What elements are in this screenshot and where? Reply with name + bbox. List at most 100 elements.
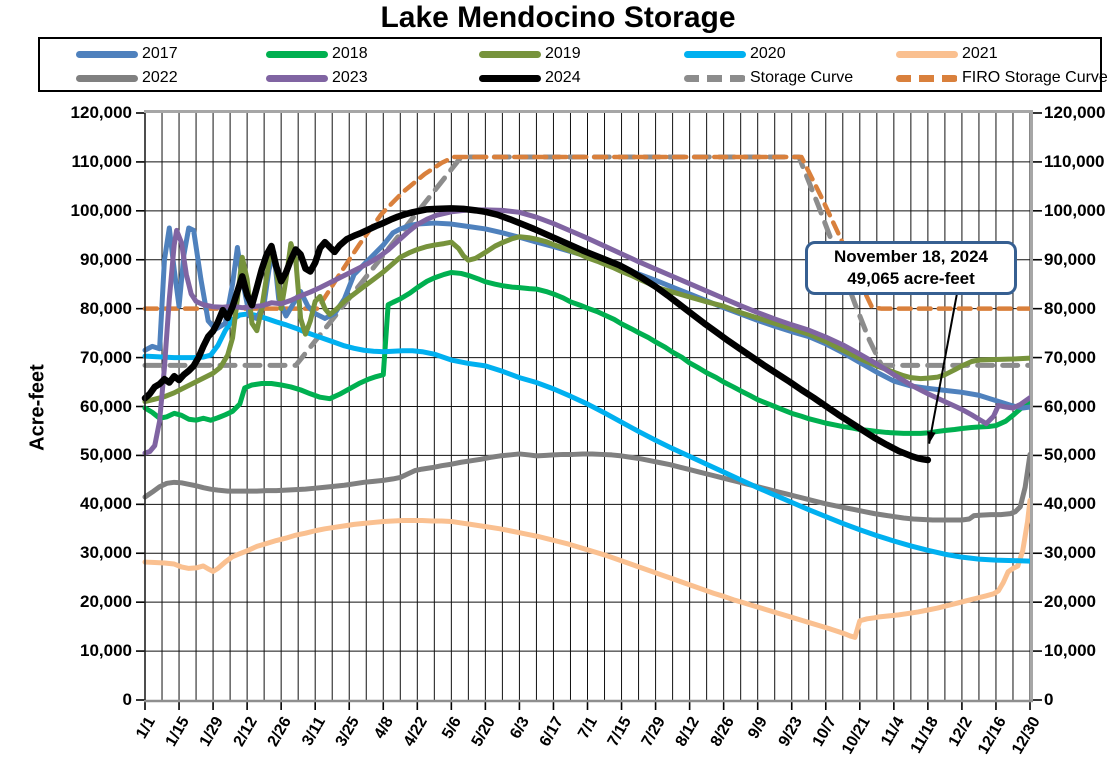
- y-tick-label: 30,000: [1044, 543, 1096, 563]
- legend-swatch-icon: [684, 74, 746, 82]
- annotation-date: November 18, 2024: [833, 247, 989, 266]
- y-tick-label: 60,000: [1044, 396, 1096, 416]
- y-tick-label: 20,000: [80, 592, 132, 612]
- axis-ticks: [136, 112, 1042, 710]
- x-tick-label: 7/1: [575, 714, 602, 742]
- series-line-2018: [142, 269, 1033, 436]
- legend-swatch-icon: [684, 50, 746, 58]
- legend-swatch-icon: [76, 50, 138, 58]
- x-tick-label: 12/2: [945, 714, 976, 750]
- legend-swatch-icon: [266, 74, 328, 82]
- annotation-arrowhead: [926, 431, 936, 444]
- legend-swatch-icon: [76, 74, 138, 82]
- legend-swatch-icon: [896, 50, 958, 58]
- chart-svg: [136, 110, 1042, 710]
- x-tick-label: 9/9: [745, 714, 772, 742]
- x-tick-label: 7/15: [604, 714, 636, 750]
- y-tick-label: 110,000: [1044, 151, 1105, 171]
- x-tick-label: 6/3: [507, 714, 534, 742]
- y-tick-label: 80,000: [1044, 298, 1096, 318]
- y-tick-label: 70,000: [1044, 347, 1096, 367]
- y-tick-label: 10,000: [1044, 641, 1096, 661]
- x-tick-label: 1/1: [132, 714, 159, 742]
- x-tick-label: 7/29: [639, 714, 670, 750]
- legend-label: 2017: [142, 45, 178, 62]
- legend-label: 2020: [750, 45, 786, 62]
- y-axis-left-labels: 0 10,000 20,000 30,000 40,000 50,000 60,000 70,…: [0, 103, 132, 709]
- legend-box: 2017 2018 2019 2020 2021 2022 2023 2024 Storage …: [38, 37, 1108, 92]
- annotation-callout: November 18, 2024 49,065 acre-feet: [805, 241, 1017, 296]
- legend-label: 2021: [962, 45, 998, 62]
- legend-item-2023: 2023: [266, 69, 479, 87]
- x-tick-label: 5/6: [439, 714, 466, 742]
- x-tick-label: 12/16: [974, 714, 1010, 758]
- y-tick-label: 120,000: [70, 103, 132, 122]
- legend-label: 2018: [332, 45, 368, 62]
- series-line-storage-curve: [142, 154, 1033, 368]
- x-tick-label: 12/30: [1008, 714, 1044, 758]
- y-tick-label: 100,000: [70, 200, 132, 220]
- legend-item-2018: 2018: [266, 45, 479, 63]
- y-tick-label: 100,000: [1044, 200, 1106, 220]
- y-tick-label: 10,000: [80, 641, 132, 661]
- x-tick-label: 11/18: [907, 714, 942, 757]
- x-tick-label: 10/7: [809, 714, 840, 750]
- y-tick-label: 50,000: [1044, 445, 1096, 465]
- y-tick-label: 110,000: [71, 151, 132, 171]
- x-tick-label: 8/26: [707, 714, 738, 750]
- annotation-arrow-line: [928, 292, 959, 444]
- y-tick-label: 0: [1044, 690, 1054, 709]
- y-tick-label: 40,000: [1044, 494, 1096, 514]
- y-tick-label: 70,000: [80, 347, 132, 367]
- x-tick-label: 8/12: [673, 714, 704, 750]
- legend-grid: 2017 2018 2019 2020 2021 2022 2023 2024 Storage …: [40, 39, 1108, 90]
- legend-label: 2024: [545, 69, 581, 86]
- x-tick-label: 5/20: [468, 714, 500, 750]
- series-line-firo-storage-curve: [142, 154, 1033, 311]
- series-line-2021: [142, 497, 1033, 640]
- series-line-2020: [142, 311, 1033, 564]
- series-line-2019: [142, 234, 1033, 405]
- legend-label: 2023: [332, 69, 368, 86]
- x-tick-label: 10/21: [838, 714, 874, 758]
- legend-item-storage-curve: Storage Curve: [684, 69, 896, 87]
- series-line-2022: [142, 451, 1033, 523]
- y-tick-label: 120,000: [1044, 103, 1106, 122]
- x-tick-label: 1/15: [162, 714, 193, 750]
- y-tick-label: 50,000: [80, 445, 132, 465]
- legend-item-2022: 2022: [76, 69, 266, 87]
- x-axis-labels: 1/1 1/15 1/29 2/12 2/26 3/11 3/25 4/8 4/22 5/6 5/2…: [133, 113, 1044, 767]
- y-tick-label: 20,000: [1044, 592, 1096, 612]
- legend-item-2020: 2020: [684, 45, 896, 63]
- legend-swatch-icon: [266, 50, 328, 58]
- x-tick-label: 6/17: [536, 714, 568, 750]
- legend-item-2024: 2024: [479, 69, 684, 87]
- legend-item-2017: 2017: [76, 45, 266, 63]
- y-tick-label: 90,000: [80, 249, 132, 269]
- x-tick-label: 9/23: [775, 714, 806, 750]
- x-tick-label: 2/26: [264, 714, 295, 750]
- plot-border: [144, 110, 1033, 703]
- plot-area: [136, 110, 1042, 710]
- chart-title: Lake Mendocino Storage: [380, 1, 736, 34]
- legend-swatch-icon: [896, 74, 958, 82]
- y-tick-label: 80,000: [80, 298, 132, 318]
- x-tick-label: 3/25: [332, 714, 363, 750]
- legend-swatch-icon: [479, 74, 541, 82]
- y-tick-label: 90,000: [1044, 249, 1096, 269]
- legend-label: Storage Curve: [750, 69, 854, 86]
- series-line-2024: [141, 205, 932, 464]
- y-tick-label: 60,000: [80, 396, 132, 416]
- y-tick-label: 0: [122, 690, 132, 709]
- legend-label: 2019: [545, 45, 581, 62]
- legend-item-firo-storage-curve: FIRO Storage Curve: [896, 69, 1108, 87]
- annotation-value: 49,065 acre-feet: [847, 269, 975, 289]
- x-tick-label: 2/12: [230, 714, 261, 750]
- x-tick-label: 1/29: [196, 714, 227, 750]
- x-tick-label: 4/8: [371, 714, 397, 742]
- y-tick-label: 30,000: [80, 543, 132, 563]
- x-tick-label: 4/22: [400, 714, 432, 750]
- y-tick-label: 40,000: [80, 494, 132, 514]
- legend-label: FIRO Storage Curve: [962, 69, 1108, 86]
